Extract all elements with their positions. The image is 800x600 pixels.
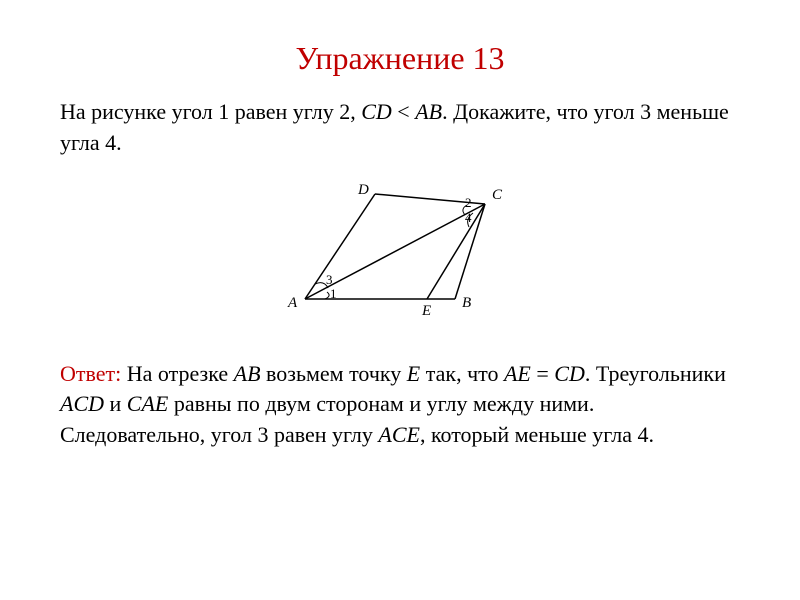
answer-block: Ответ: На отрезке AB возьмем точку E так… (50, 359, 750, 451)
answer-cae: CAE (127, 391, 169, 416)
answer-t1: На отрезке (121, 361, 233, 386)
svg-text:D: D (357, 182, 369, 198)
svg-text:B: B (462, 295, 471, 311)
svg-text:E: E (421, 303, 431, 319)
answer-cd: CD (554, 361, 585, 386)
svg-text:C: C (492, 187, 503, 203)
problem-statement: На рисунке угол 1 равен углу 2, CD < AB.… (50, 97, 750, 159)
answer-ae: AE (504, 361, 531, 386)
answer-label: Ответ: (60, 361, 121, 386)
answer-e: E (407, 361, 420, 386)
answer-t7: , который меньше угла 4. (420, 422, 654, 447)
answer-ab: AB (234, 361, 261, 386)
answer-eq: = (531, 361, 554, 386)
geometry-diagram: D C A E B 24 31 (50, 179, 750, 329)
answer-t2: возьмем точку (261, 361, 407, 386)
answer-t5: и (104, 391, 127, 416)
svg-text:2: 2 (465, 195, 472, 210)
exercise-title: Упражнение 13 (50, 40, 750, 77)
problem-ab: AB (415, 99, 442, 124)
svg-text:A: A (287, 295, 298, 311)
answer-ace: ACE (378, 422, 420, 447)
svg-text:4: 4 (465, 210, 472, 225)
svg-text:1: 1 (330, 286, 337, 301)
diagram-svg: D C A E B 24 31 (270, 179, 530, 324)
problem-text-1: На рисунке угол 1 равен углу 2, (60, 99, 361, 124)
answer-t3: так, что (420, 361, 504, 386)
svg-text:3: 3 (326, 272, 333, 287)
problem-cd: CD (361, 99, 392, 124)
answer-t4: . Треугольники (585, 361, 726, 386)
answer-acd: ACD (60, 391, 104, 416)
problem-lt: < (392, 99, 415, 124)
